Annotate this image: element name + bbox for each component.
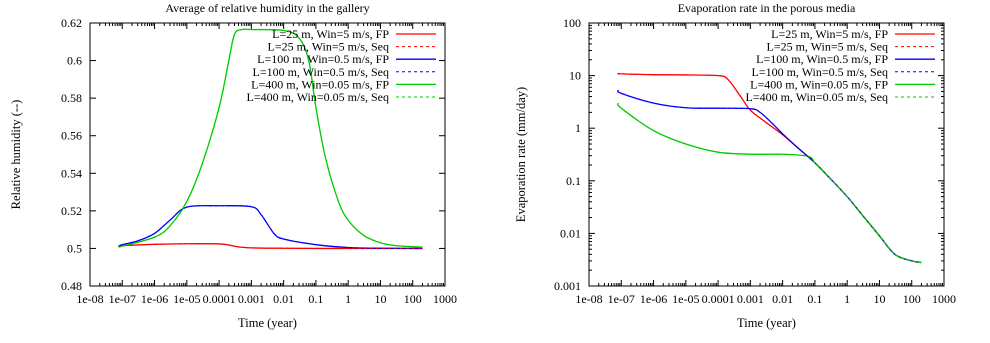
legend-label: L=25 m, Win=5 m/s, FP (272, 27, 389, 41)
y-tick-label: 0.52 (61, 204, 82, 218)
series-line (118, 28, 423, 248)
x-tick-label: 0.001 (737, 292, 764, 306)
y-tick-label: 0.54 (61, 166, 82, 180)
legend-label: L=25 m, Win=5 m/s, FP (771, 27, 888, 41)
legend-label: L=100 m, Win=0.5 m/s, FP (257, 52, 389, 66)
series-line (617, 89, 922, 263)
x-axis-title: Time (year) (238, 316, 297, 330)
y-tick-label: 1 (575, 121, 581, 135)
x-tick-label: 0.01 (772, 292, 793, 306)
x-tick-label: 1e-05 (173, 292, 200, 306)
series-line (617, 102, 922, 263)
y-tick-label: 10 (569, 69, 581, 83)
x-tick-label: 0.001 (238, 292, 265, 306)
y-tick-label: 0.48 (61, 279, 82, 293)
y-tick-label: 0.5 (67, 241, 82, 255)
y-tick-label: 0.6 (67, 54, 82, 68)
legend-label: L=400 m, Win=0.05 m/s, Seq (247, 90, 390, 104)
y-tick-label: 0.1 (566, 174, 581, 188)
x-tick-label: 0.1 (807, 292, 822, 306)
x-tick-label: 100 (903, 292, 921, 306)
x-tick-label: 1e-08 (76, 292, 103, 306)
x-tick-label: 1e-05 (672, 292, 699, 306)
legend-label: L=100 m, Win=0.5 m/s, Seq (253, 65, 390, 79)
legend-label: L=25 m, Win=5 m/s, Seq (767, 40, 889, 54)
chart-title: Average of relative humidity in the gall… (165, 1, 369, 15)
legend-label: L=400 m, Win=0.05 m/s, FP (251, 77, 389, 91)
x-tick-label: 1000 (433, 292, 457, 306)
plot-frame (89, 22, 446, 287)
y-tick-label: 0.01 (560, 226, 581, 240)
series-line (118, 205, 423, 249)
x-tick-label: 1e-06 (640, 292, 667, 306)
x-tick-label: 1e-08 (575, 292, 602, 306)
y-tick-label: 100 (563, 16, 581, 30)
plot-frame (588, 22, 945, 287)
y-tick-label: 0.56 (61, 129, 82, 143)
legend-label: L=100 m, Win=0.5 m/s, Seq (752, 65, 889, 79)
y-axis-title: Evaporation rate (mm/day) (514, 87, 528, 222)
x-tick-label: 0.1 (308, 292, 323, 306)
chart-title: Evaporation rate in the porous media (678, 1, 856, 15)
x-tick-label: 0.0001 (702, 292, 735, 306)
y-axis-title: Relative humidity (--) (9, 100, 23, 210)
series-line (118, 243, 423, 249)
x-tick-label: 1 (345, 292, 351, 306)
legend-label: L=400 m, Win=0.05 m/s, Seq (746, 90, 889, 104)
series-line (617, 89, 922, 264)
x-tick-label: 1000 (932, 292, 956, 306)
x-tick-label: 10 (374, 292, 386, 306)
y-tick-label: 0.001 (554, 279, 581, 293)
x-tick-label: 1e-07 (608, 292, 635, 306)
y-tick-label: 0.58 (61, 91, 82, 105)
x-axis-title: Time (year) (737, 316, 796, 330)
x-tick-label: 1 (844, 292, 850, 306)
legend-label: L=25 m, Win=5 m/s, Seq (268, 40, 390, 54)
x-tick-label: 100 (404, 292, 422, 306)
y-tick-label: 0.62 (61, 16, 82, 30)
legend-label: L=100 m, Win=0.5 m/s, FP (756, 52, 888, 66)
x-tick-label: 10 (873, 292, 885, 306)
x-tick-label: 0.01 (273, 292, 294, 306)
x-tick-label: 1e-07 (109, 292, 136, 306)
x-tick-label: 0.0001 (203, 292, 236, 306)
chart-1: Average of relative humidity in the gall… (9, 1, 457, 330)
legend-label: L=400 m, Win=0.05 m/s, FP (750, 77, 888, 91)
x-tick-label: 1e-06 (141, 292, 168, 306)
chart-2: Evaporation rate in the porous media 1e-0… (514, 1, 956, 330)
series-line (617, 102, 922, 264)
